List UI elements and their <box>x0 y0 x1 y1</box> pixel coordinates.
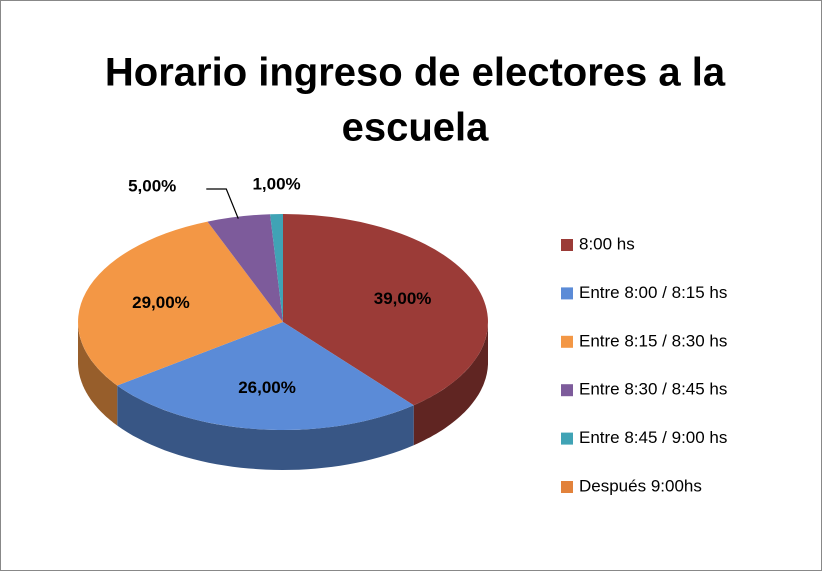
legend-swatch <box>561 335 573 348</box>
slice <box>283 214 488 406</box>
chart-title: escuela <box>342 106 490 150</box>
legend-swatch <box>561 239 573 251</box>
value-label: 39,00% <box>374 289 432 308</box>
legend-label: 8:00 hs <box>579 234 635 253</box>
legend-label: Después 9:00hs <box>579 476 702 495</box>
value-label: 26,00% <box>238 378 296 397</box>
value-label: 29,00% <box>132 293 190 312</box>
slice <box>207 214 283 322</box>
slice-side <box>117 385 414 470</box>
leader-line <box>206 188 239 219</box>
value-label: 1,00% <box>252 174 300 193</box>
legend-label: Entre 8:30 / 8:45 hs <box>579 380 727 399</box>
legend-label: Entre 8:15 / 8:30 hs <box>579 331 727 350</box>
legend-label: Entre 8:45 / 9:00 hs <box>579 428 727 447</box>
legend-swatch <box>561 481 573 493</box>
value-label: 5,00% <box>128 176 176 195</box>
slice <box>78 221 283 386</box>
slice <box>117 322 414 430</box>
slice-side <box>413 322 488 446</box>
legend-swatch <box>561 287 573 300</box>
chart-title: Horario ingreso de electores a la <box>105 51 726 95</box>
legend-swatch <box>561 384 573 397</box>
slice <box>270 213 283 322</box>
legend-swatch <box>561 432 573 445</box>
slice-side <box>78 322 118 426</box>
legend-label: Entre 8:00 / 8:15 hs <box>579 283 727 302</box>
